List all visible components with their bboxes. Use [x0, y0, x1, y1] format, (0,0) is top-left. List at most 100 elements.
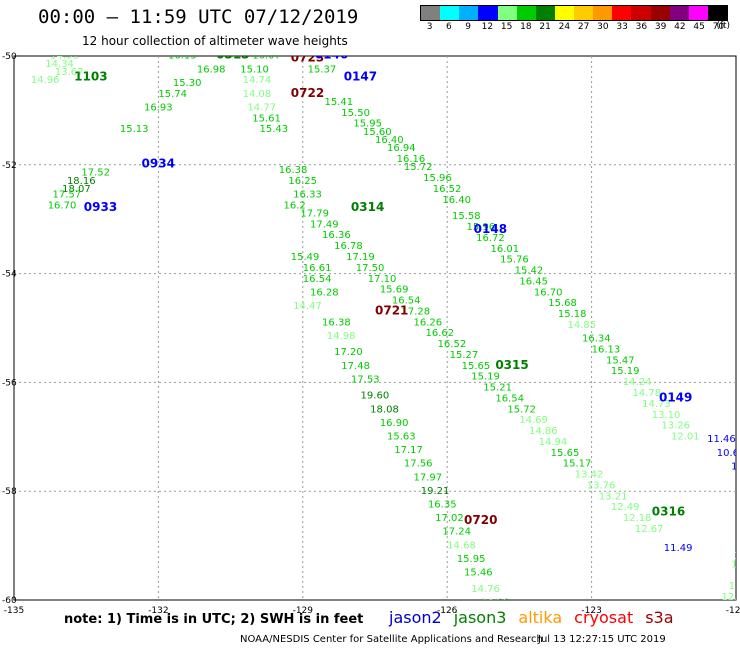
wave-height-value: 16.54: [303, 274, 332, 285]
legend-label: 27: [577, 22, 590, 32]
legend-swatch: [440, 6, 460, 20]
wave-height-value: 16.28: [310, 287, 339, 298]
wave-height-value: 15.50: [341, 108, 370, 119]
wave-height-value: 16.40: [442, 195, 471, 206]
wave-height-value: 14.31: [50, 51, 79, 62]
pass-time-label: 0722: [291, 86, 324, 100]
wave-height-value: 17.57: [53, 189, 82, 200]
mission-label: jason3: [453, 608, 507, 627]
wave-height-value: 12.49: [611, 502, 640, 513]
lon-tick-label: -126: [437, 606, 458, 616]
wave-height-value: 16.07: [252, 51, 281, 62]
wave-height-value: 14.96: [31, 75, 60, 86]
legend-swatch: [574, 6, 594, 20]
wave-height-value: 17.19: [346, 252, 375, 263]
lat-tick-label: -50: [2, 52, 17, 62]
legend-label: 6: [446, 22, 452, 32]
wave-height-value: 16.2: [284, 200, 306, 211]
legend-label-row: 3 6 9 12 15 18 21 24 27 30 33 36 39 42 45 70: [420, 22, 728, 32]
wave-height-value: 17.97: [414, 472, 443, 483]
pass-time-label: 1103: [74, 69, 107, 83]
wave-height-value: 19.60: [361, 391, 390, 402]
wave-height-value: 18.16: [67, 176, 96, 187]
legend-swatch: [535, 6, 555, 20]
wave-height-value: 14.76: [471, 584, 500, 595]
wave-height-value: 16.40: [375, 135, 404, 146]
wave-height-value: 13.20: [577, 646, 606, 650]
wave-height-value: 13.10: [652, 410, 681, 421]
wave-height-value: 16.54: [392, 296, 421, 307]
wave-height-value: 15.18: [558, 309, 587, 320]
wave-height-value: 17.02: [435, 513, 464, 524]
wave-height-value: 19.21: [421, 486, 450, 497]
lat-tick-label: -56: [2, 378, 17, 388]
legend-label: 12: [481, 22, 494, 32]
wave-height-value: 14.94: [539, 437, 568, 448]
legend-swatch: [593, 6, 613, 20]
wave-height-value: 16.62: [426, 328, 455, 339]
wave-height-value: 15.72: [507, 404, 536, 415]
wave-height-value: 15.95: [353, 119, 382, 130]
mission-label: s3a: [645, 608, 674, 627]
wave-height-value: 18.08: [370, 404, 399, 415]
legend-label: 33: [616, 22, 628, 32]
wave-height-value: 14.47: [293, 301, 322, 312]
legend-swatch: [688, 6, 708, 20]
wave-height-value: 18.07: [62, 184, 91, 195]
wave-height-value: 14.98: [327, 331, 356, 342]
wave-height-value: 16.52: [438, 339, 467, 350]
legend-swatch: [497, 6, 517, 20]
wave-height-value: 13.21: [599, 491, 628, 502]
legend-label: 3: [426, 22, 433, 32]
pass-time-label: 0720: [464, 513, 497, 527]
wave-height-value: 16.93: [144, 102, 173, 113]
lon-tick-label: -123: [581, 606, 601, 616]
wave-height-value: 17.20: [334, 347, 363, 358]
wave-height-value: 14.69: [519, 415, 548, 426]
legend-swatch: [516, 6, 536, 20]
wave-height-value: 15.49: [291, 252, 320, 263]
lat-tick-label: -54: [2, 270, 17, 280]
wave-height-value: 14.86: [529, 426, 558, 437]
wave-height-value: 16.54: [495, 393, 524, 404]
wave-height-value: 14.74: [243, 75, 272, 86]
wave-height-value: 15.19: [471, 372, 500, 383]
wave-height-value: 17.49: [310, 219, 339, 230]
legend-label: 42: [674, 22, 686, 32]
wave-height-value: 17.53: [351, 374, 380, 385]
legend-label: 21: [539, 22, 551, 32]
legend-swatch: [669, 6, 689, 20]
mission-label: altika: [518, 608, 563, 627]
wave-height-value: 15.27: [450, 350, 479, 361]
legend-unit: (ft): [716, 21, 730, 31]
legend-label: 30: [597, 22, 609, 32]
wave-height-value: 15.63: [387, 432, 416, 443]
wave-height-value: 16.94: [387, 143, 416, 154]
wave-height-value: 12.67: [635, 524, 664, 535]
wave-height-value: 13.7: [734, 551, 740, 562]
lon-tick-label: -120: [726, 606, 740, 616]
wave-height-value: 16.01: [491, 244, 520, 255]
wave-height-value: 14.68: [447, 540, 476, 551]
wave-height-value: 16.38: [279, 165, 308, 176]
footer-note: note: 1) Time is in UTC; 2) SWH is in fe…: [64, 612, 364, 627]
wave-height-value: 15.13: [120, 124, 149, 135]
wave-height-value: 13.26: [661, 421, 690, 432]
wave-height-value: 16.36: [322, 230, 351, 241]
wave-height-value: 15.68: [548, 298, 577, 309]
wave-height-value: 15.41: [324, 97, 353, 108]
wave-height-value: 15.21: [483, 383, 512, 394]
legend-swatch: [650, 6, 670, 20]
wave-height-value: 14.24: [623, 377, 652, 388]
wave-height-value: 16.33: [293, 189, 322, 200]
pass-time-label: 0149: [659, 390, 692, 404]
wave-height-value: 10.9: [731, 638, 740, 649]
legend-label: 45: [693, 22, 705, 32]
wave-height-value: 16.13: [592, 344, 621, 355]
wave-height-value: 16.72: [476, 233, 505, 244]
wave-height-value: 11.49: [664, 543, 693, 554]
wave-height-value: 12.18: [623, 513, 652, 524]
wave-height-value: 13.42: [575, 470, 604, 481]
legend-label: 9: [465, 22, 471, 32]
